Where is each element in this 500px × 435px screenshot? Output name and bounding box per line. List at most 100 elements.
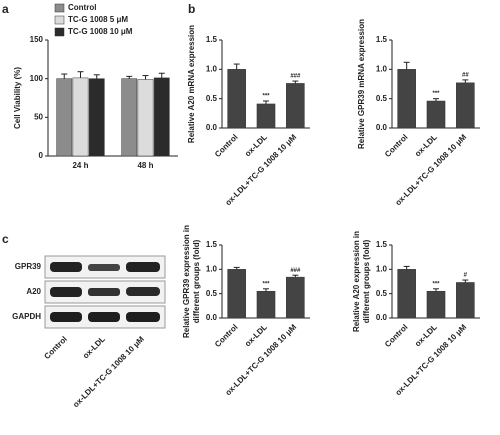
x-tick-label: ox-LDL xyxy=(413,132,439,158)
blot-band xyxy=(126,312,160,322)
y-tick-label: 0.5 xyxy=(206,289,218,298)
y-tick-label: 0.5 xyxy=(206,94,218,103)
blot-lane-label: ox-LDL xyxy=(81,334,107,360)
error-bar xyxy=(77,71,84,78)
blot-band xyxy=(50,262,82,272)
error-bar xyxy=(263,288,269,292)
blot-row-label: GPR39 xyxy=(15,262,42,271)
y-tick-label: 150 xyxy=(30,35,44,44)
blot-band xyxy=(88,264,120,271)
x-tick-label: Control xyxy=(383,323,409,349)
y-tick-label: 0 xyxy=(39,151,44,160)
blot-row-label: A20 xyxy=(26,287,41,296)
y-tick-label: 0.5 xyxy=(376,289,388,298)
legend-label: TC-G 1008 5 μM xyxy=(68,15,128,24)
y-axis-label: Cell Viability (%) xyxy=(13,67,22,129)
error-bar xyxy=(233,63,240,70)
y-tick-label: 1.0 xyxy=(206,64,218,73)
bar xyxy=(56,78,73,157)
y-axis-label: Relative GPR39 mRNA expression xyxy=(357,19,366,149)
y-tick-label: 0.0 xyxy=(376,123,388,132)
blot-band xyxy=(126,262,160,272)
y-tick-label: 1.0 xyxy=(376,264,388,273)
bar xyxy=(426,100,446,129)
legend-swatch xyxy=(54,3,65,13)
significance-label: *** xyxy=(432,91,440,97)
error-bar xyxy=(126,75,133,79)
bar xyxy=(286,276,305,319)
panel-label: b xyxy=(188,2,195,16)
x-tick-label: Control xyxy=(213,323,239,349)
bar xyxy=(256,290,276,319)
y-tick-label: 1.5 xyxy=(376,240,388,249)
error-bar xyxy=(462,279,469,283)
bar xyxy=(227,269,246,319)
bar xyxy=(456,82,475,129)
error-bar xyxy=(433,288,439,292)
significance-label: *** xyxy=(262,94,270,100)
y-tick-label: 1.0 xyxy=(206,264,218,273)
error-bar xyxy=(263,100,269,104)
y-tick-label: 1.5 xyxy=(206,240,218,249)
y-tick-label: 50 xyxy=(34,112,43,121)
blot-band xyxy=(50,287,82,297)
bar xyxy=(121,78,138,157)
bar xyxy=(227,69,246,129)
blot-lane-label: Control xyxy=(42,335,68,361)
bar xyxy=(286,83,305,129)
y-axis-label: different groups (fold) xyxy=(362,239,371,323)
error-bar xyxy=(61,73,68,79)
x-tick-label: Control xyxy=(213,133,239,159)
error-bar xyxy=(462,79,469,83)
significance-label: *** xyxy=(262,281,270,287)
significance-label: ### xyxy=(290,268,301,274)
error-bar xyxy=(403,61,410,70)
blot-band xyxy=(126,287,160,296)
bar xyxy=(137,79,154,157)
bar xyxy=(256,103,276,129)
error-bar xyxy=(433,98,439,102)
blot-band xyxy=(88,288,120,296)
bar xyxy=(426,290,446,319)
bar xyxy=(456,282,475,319)
y-tick-label: 0.5 xyxy=(376,94,388,103)
y-tick-label: 0.0 xyxy=(206,313,218,322)
western-blot xyxy=(44,255,166,329)
x-tick-label: 24 h xyxy=(72,161,88,170)
error-bar xyxy=(142,75,149,80)
x-tick-label: ox-LDL xyxy=(413,322,439,348)
error-bar xyxy=(158,72,165,78)
x-tick-label: ox-LDL xyxy=(243,322,269,348)
x-tick-label: 48 h xyxy=(137,161,153,170)
error-bar xyxy=(93,74,100,79)
blot-band xyxy=(88,312,120,322)
bar xyxy=(72,77,89,157)
blot-lane-label: ox-LDL+TC-G 1008 10 μM xyxy=(71,334,146,409)
x-tick-label: Control xyxy=(383,133,409,159)
y-axis-label: Relative A20 mRNA expression xyxy=(187,25,196,143)
y-tick-label: 100 xyxy=(30,74,44,83)
bar xyxy=(397,269,416,319)
y-axis-label: different groups (fold) xyxy=(192,239,201,323)
panel-label: a xyxy=(2,2,9,16)
error-bar xyxy=(292,80,299,84)
bar xyxy=(88,78,105,157)
y-tick-label: 0.0 xyxy=(376,313,388,322)
y-tick-label: 0.0 xyxy=(206,123,218,132)
blot-row-label: GAPDH xyxy=(12,312,41,321)
error-bar xyxy=(292,274,299,278)
significance-label: *** xyxy=(432,281,440,287)
legend-swatch xyxy=(54,27,65,37)
y-tick-label: 1.5 xyxy=(206,35,218,44)
x-tick-label: ox-LDL xyxy=(243,132,269,158)
significance-label: ## xyxy=(462,72,469,78)
legend-label: Control xyxy=(68,3,96,12)
y-axis-label: Relative A20 expression in xyxy=(352,231,361,332)
significance-label: ### xyxy=(290,74,301,80)
blot-band xyxy=(50,312,82,322)
bar xyxy=(397,69,416,129)
significance-label: # xyxy=(464,273,468,279)
y-tick-label: 1.0 xyxy=(376,64,388,73)
y-tick-label: 1.5 xyxy=(376,35,388,44)
